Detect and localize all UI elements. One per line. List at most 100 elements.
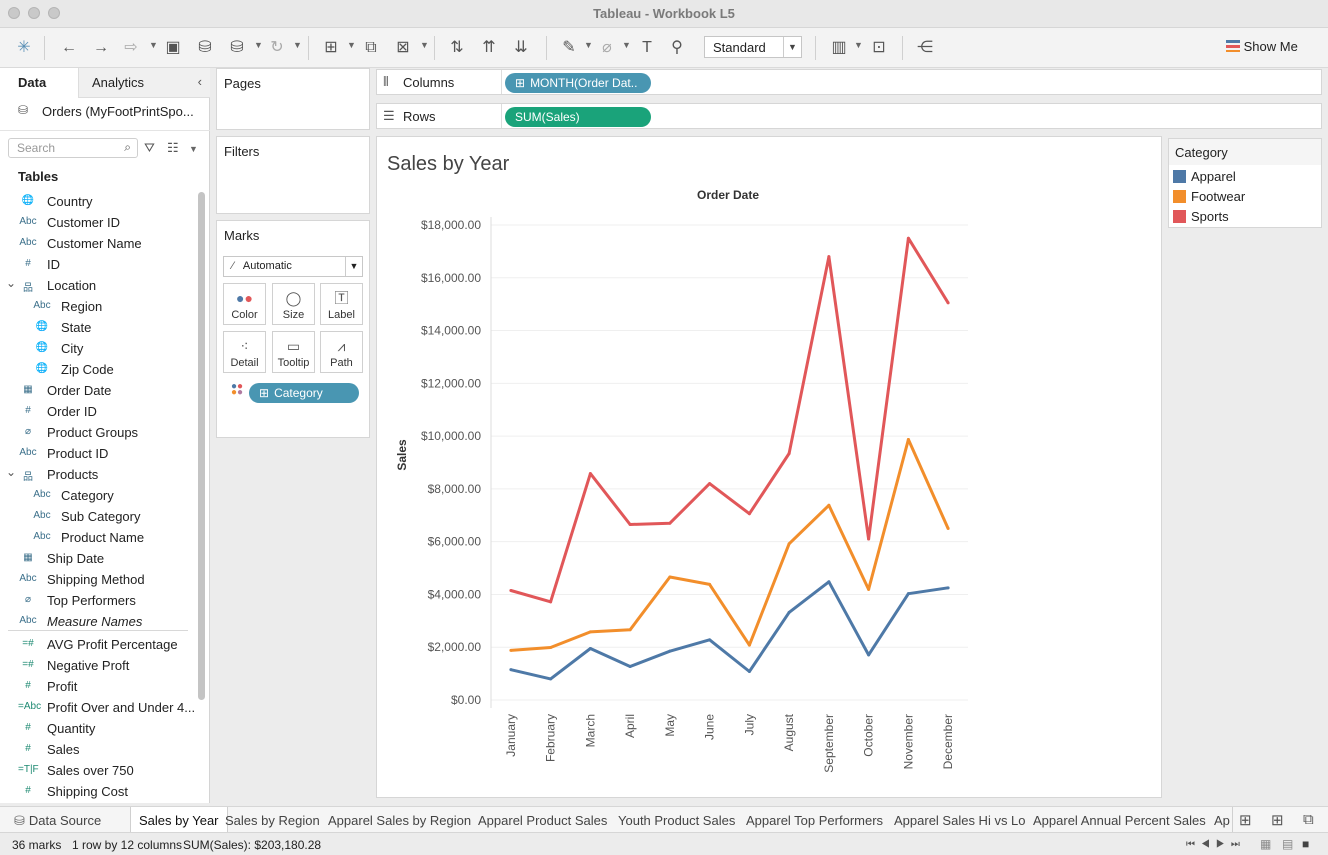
datasource-name[interactable]: Orders (MyFootPrintSpo... <box>42 104 194 119</box>
save-icon[interactable]: ▣ <box>165 39 181 56</box>
data-point-sports[interactable] <box>787 452 791 456</box>
field-item[interactable]: =# Negative Proft <box>0 656 195 676</box>
tab-sales-by-region[interactable]: Sales by Region <box>225 813 320 828</box>
data-point-sports[interactable] <box>946 301 950 305</box>
data-point-sports[interactable] <box>668 521 672 525</box>
chevron-down-icon[interactable]: ▼ <box>189 144 198 154</box>
field-item[interactable]: # Profit <box>0 677 195 697</box>
sheet-navigation-icons[interactable]: ⏮◀▶⏭ <box>1186 839 1246 850</box>
filters-card[interactable]: Filters <box>216 136 370 214</box>
field-item[interactable]: ▦ Order Date <box>0 381 195 401</box>
field-item[interactable]: ⌀ Product Groups <box>0 423 195 443</box>
pin-icon[interactable]: ⚲ <box>671 39 683 56</box>
data-point-sports[interactable] <box>509 588 513 592</box>
field-item[interactable]: 🌐 Zip Code <box>0 360 195 380</box>
field-item[interactable]: # Order ID <box>0 402 195 422</box>
data-point-sports[interactable] <box>628 523 632 527</box>
field-item[interactable]: Abc Sub Category <box>0 507 195 527</box>
collapse-pane-icon[interactable]: ‹ <box>197 74 202 89</box>
new-dashboard-icon[interactable]: ⊞ <box>1271 812 1284 829</box>
tooltip-button[interactable]: ▭ Tooltip <box>272 331 315 373</box>
rows-shelf[interactable]: ☰ Rows SUM(Sales) <box>376 103 1322 129</box>
field-item[interactable]: # Quantity <box>0 719 195 739</box>
series-line-footwear[interactable] <box>510 438 950 652</box>
duplicate-sheet-icon[interactable]: ⧉ <box>365 39 377 56</box>
chevron-down-icon[interactable]: ⌄ <box>6 276 17 290</box>
data-point-apparel[interactable] <box>509 668 513 672</box>
presentation-mode-icon[interactable]: ⊡ <box>872 39 886 56</box>
swap-rows-columns-icon[interactable]: ⇅ <box>450 39 464 56</box>
data-point-apparel[interactable] <box>747 670 751 673</box>
data-point-apparel[interactable] <box>787 610 791 614</box>
mark-type-select[interactable]: ⁄ Automatic ▼ <box>223 256 363 277</box>
data-point-footwear[interactable] <box>509 648 513 652</box>
field-item[interactable]: Abc Customer ID <box>0 213 195 233</box>
field-item[interactable]: ⌄ 品 Location <box>0 276 195 296</box>
data-point-footwear[interactable] <box>708 582 712 586</box>
field-item[interactable]: Abc Customer Name <box>0 234 195 254</box>
data-point-footwear[interactable] <box>747 643 751 647</box>
data-point-apparel[interactable] <box>628 664 632 668</box>
data-point-apparel[interactable] <box>946 586 950 590</box>
view-options-icon[interactable]: ☷ <box>167 140 179 155</box>
data-point-sports[interactable] <box>827 255 831 259</box>
field-item[interactable]: # Shipping Cost <box>0 782 195 802</box>
field-item[interactable]: ▦ Ship Date <box>0 549 195 569</box>
new-story-icon[interactable]: ⧉ <box>1303 811 1314 828</box>
scrollbar[interactable] <box>198 192 205 700</box>
category-pill[interactable]: ⊞ Category <box>249 383 359 403</box>
data-point-apparel[interactable] <box>668 649 672 653</box>
field-item[interactable]: # Sales <box>0 740 195 760</box>
data-point-footwear[interactable] <box>827 503 831 507</box>
columns-pill[interactable]: ⊞ MONTH(Order Dat.. <box>505 73 651 93</box>
minimize-window-button[interactable] <box>28 7 40 19</box>
tab-analytics[interactable]: Analytics ‹ <box>78 68 210 98</box>
tab-apparel-product-sales[interactable]: Apparel Product Sales <box>478 813 608 828</box>
data-point-footwear[interactable] <box>549 645 553 649</box>
tab-data-source[interactable]: ⛁ Data Source <box>6 807 109 833</box>
series-line-apparel[interactable] <box>510 580 949 681</box>
field-item[interactable]: Abc Product Name <box>0 528 195 548</box>
data-point-apparel[interactable] <box>906 592 910 596</box>
tab-apparel-top-performers[interactable]: Apparel Top Performers <box>746 813 884 828</box>
tab-data[interactable]: Data <box>0 68 78 98</box>
field-item[interactable]: 🌐 Country <box>0 192 195 212</box>
tab-apparel-sales-hi-vs-lo[interactable]: Apparel Sales Hi vs Lo <box>894 813 1026 828</box>
field-item[interactable]: =# AVG Profit Percentage <box>0 635 195 655</box>
pause-updates-icon[interactable]: ⛁ <box>230 39 244 56</box>
data-point-apparel[interactable] <box>708 638 712 642</box>
data-point-apparel[interactable] <box>827 580 831 584</box>
data-point-sports[interactable] <box>588 472 592 476</box>
data-point-footwear[interactable] <box>906 438 910 442</box>
field-item[interactable]: Abc Product ID <box>0 444 195 464</box>
field-item[interactable]: 🌐 State <box>0 318 195 338</box>
show-cards-icon[interactable]: ▥ <box>831 39 847 56</box>
field-item[interactable]: =Abc Profit Over and Under 4... <box>0 698 195 718</box>
sheet-sorter-icon[interactable]: ▦ <box>1260 837 1272 851</box>
share-icon[interactable]: ⋲ <box>917 39 933 56</box>
tab-apparel-annual-percent-sales[interactable]: Apparel Annual Percent Sales <box>1033 813 1206 828</box>
tab-truncated[interactable]: App <box>1214 813 1230 828</box>
back-icon[interactable]: ← <box>61 39 77 56</box>
sort-descending-icon[interactable]: ⇊ <box>514 39 528 56</box>
data-point-sports[interactable] <box>867 537 871 541</box>
data-point-footwear[interactable] <box>867 587 871 591</box>
worksheet-view[interactable]: Sales by Year Order Date Sales $0.00 $2,0… <box>376 136 1162 798</box>
field-item[interactable]: ⌄ 品 Products <box>0 465 195 485</box>
data-point-footwear[interactable] <box>787 542 791 546</box>
sort-ascending-icon[interactable]: ⇈ <box>482 39 496 56</box>
tableau-logo-icon[interactable]: ✳ <box>17 39 31 56</box>
forward-icon[interactable]: → <box>93 39 109 56</box>
fit-mode-select[interactable]: Standard ▼ <box>704 36 802 58</box>
data-point-footwear[interactable] <box>946 526 950 530</box>
filter-icon[interactable]: ⛛ <box>144 140 155 155</box>
field-item[interactable]: ⌀ Top Performers <box>0 591 195 611</box>
field-item[interactable]: # ID <box>0 255 195 275</box>
field-item[interactable]: 🌐 City <box>0 339 195 359</box>
color-legend[interactable]: Category Apparel Footwear Sports <box>1168 138 1322 228</box>
new-worksheet-icon[interactable]: ⊞ <box>1239 812 1252 829</box>
color-button[interactable]: ●● Color <box>223 283 266 325</box>
columns-shelf[interactable]: ⦀ Columns ⊞ MONTH(Order Dat.. <box>376 69 1322 95</box>
tab-sales-by-year[interactable]: Sales by Year <box>130 807 228 833</box>
series-line-sports[interactable] <box>510 236 950 604</box>
